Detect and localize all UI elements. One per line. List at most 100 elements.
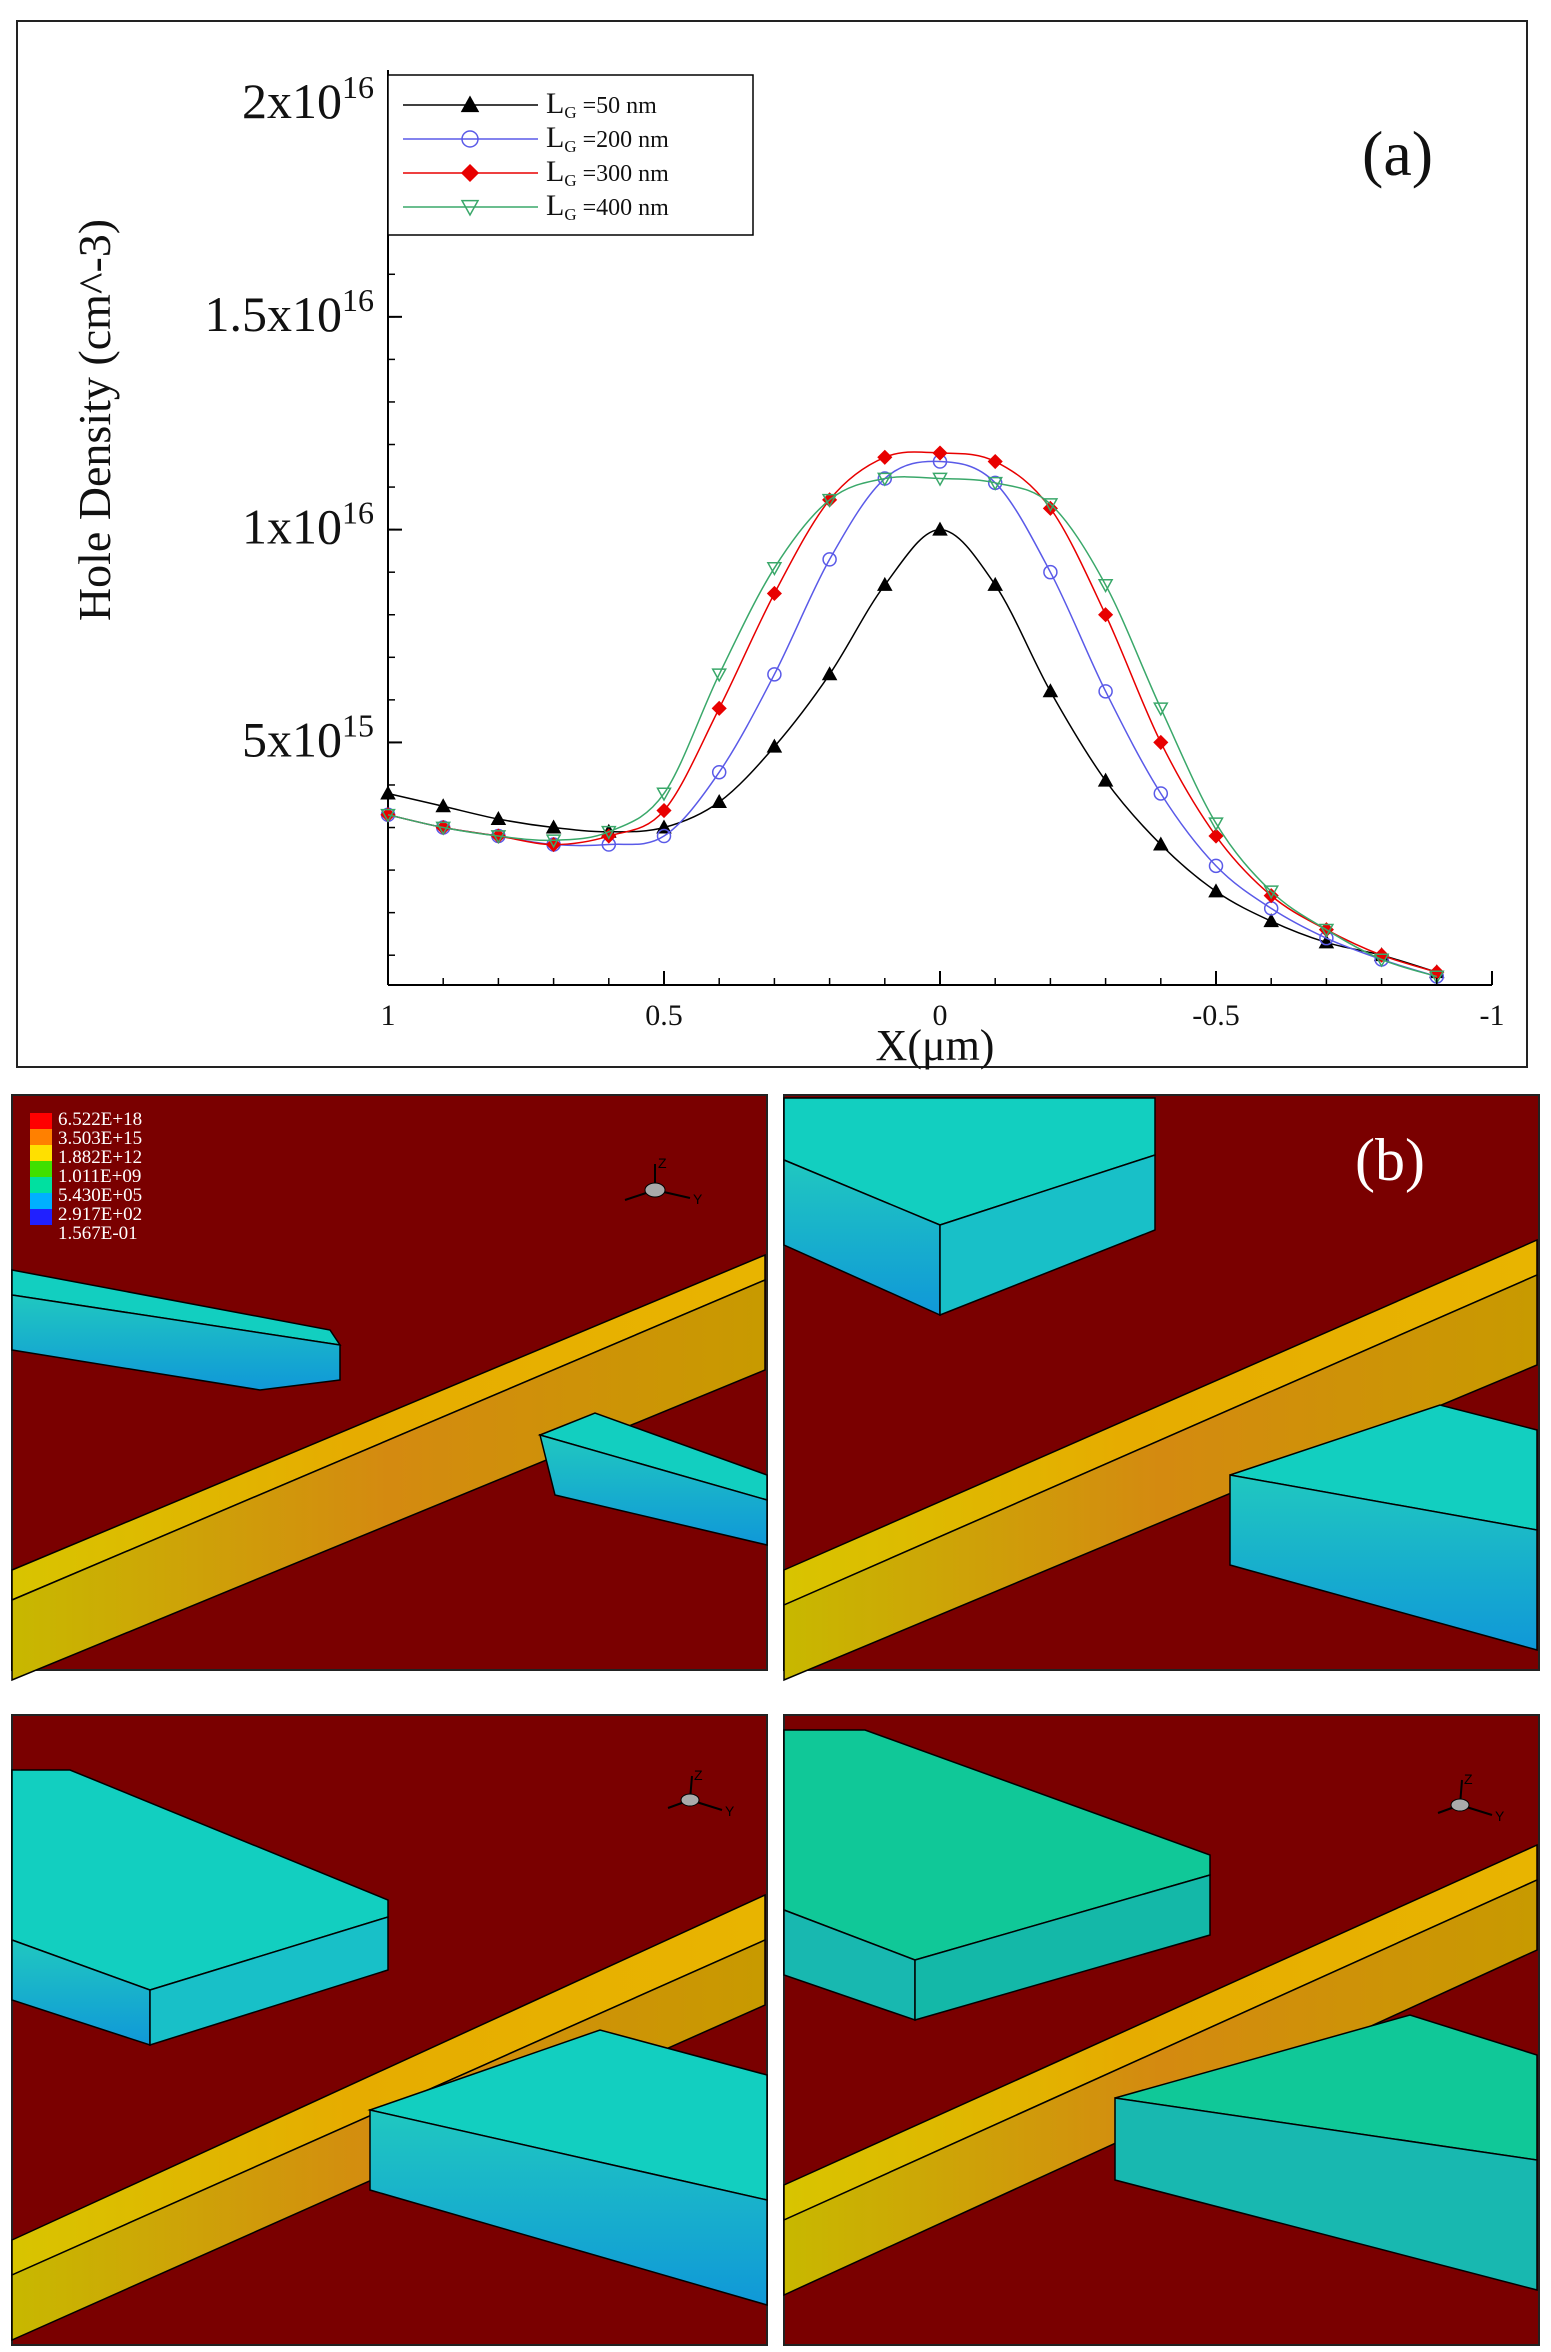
data-point — [1373, 953, 1390, 968]
data-point — [822, 552, 837, 567]
data-point — [435, 821, 451, 836]
legend-entry: LG =300 nm — [403, 155, 669, 190]
x-tick-label: 1 — [381, 999, 396, 1032]
series-4 — [380, 472, 1445, 985]
series-line — [387, 528, 1438, 973]
legend-entry: LG =50 nm — [403, 87, 657, 122]
legend-level-7: 1.567E-01 — [58, 1223, 138, 1244]
data-point — [1153, 702, 1169, 717]
x-axis-label: X(μm) — [876, 1021, 995, 1070]
data-point — [1042, 498, 1059, 513]
panel-a-label: (a) — [1362, 118, 1433, 189]
data-point — [460, 199, 480, 217]
data-point — [1097, 579, 1114, 593]
data-point — [766, 561, 783, 576]
panel-b-label: (b) — [1355, 1127, 1425, 1193]
legend-label: LG =300 nm — [546, 155, 669, 190]
contact-right-side — [369, 2109, 768, 2306]
series-2 — [380, 454, 1445, 984]
legend-level-5: 5.430E+05 — [58, 1185, 142, 1206]
x-tick-label: 0.5 — [645, 999, 683, 1032]
legend-level-6: 2.917E+02 — [58, 1204, 142, 1225]
panel-b: 6.522E+18 3.503E+15 1.882E+12 1.011E+09 … — [11, 1094, 1540, 2346]
view-bottom-right: Z Y — [783, 1714, 1540, 2346]
data-point — [711, 668, 727, 683]
axis-triad-icon: Z Y — [667, 1767, 735, 1819]
data-point — [1208, 828, 1224, 844]
data-point — [987, 453, 1003, 470]
svg-text:Y: Y — [693, 1191, 703, 1207]
data-point — [1098, 684, 1113, 699]
data-point — [1153, 786, 1169, 801]
data-point — [987, 576, 1003, 591]
wire-side-face — [11, 1278, 766, 1682]
legend-box — [387, 74, 754, 236]
legend-entry: LG =400 nm — [403, 189, 669, 224]
chart-a: 2x1016 1.5x1016 1x1016 5x1015 1 0.5 0 -0.5 -1 LG… — [69, 69, 1505, 1070]
data-point — [460, 95, 480, 113]
contact-right-side — [538, 1433, 768, 1546]
data-point — [461, 130, 479, 148]
data-point — [821, 493, 838, 508]
x-tick-label: 0 — [933, 999, 948, 1032]
data-point — [877, 449, 893, 465]
contact-right-side — [1114, 2097, 1538, 2291]
svg-text:Z: Z — [658, 1155, 667, 1171]
data-point — [545, 834, 562, 849]
axis-layer: 2x1016 1.5x1016 1x1016 5x1015 1 0.5 0 -0.5 -1 — [205, 69, 1505, 1032]
y-tick-label: 1x1016 — [242, 495, 374, 555]
y-tick-label: 5x1015 — [242, 707, 374, 767]
data-point — [1318, 934, 1335, 949]
panel-a-frame — [16, 20, 1528, 1068]
legend-level-2: 3.503E+15 — [58, 1128, 142, 1149]
data-point — [1208, 883, 1224, 898]
data-point — [380, 808, 396, 823]
data-point — [1042, 683, 1059, 698]
axis-triad-icon: Z Y — [1437, 1771, 1505, 1824]
view-bottom-left: Z Y — [11, 1714, 768, 2346]
color-legend: 6.522E+18 3.503E+15 1.882E+12 1.011E+09 … — [30, 1109, 142, 1244]
svg-text:Z: Z — [1464, 1771, 1473, 1787]
data-point — [1263, 885, 1279, 900]
legend-label: LG =50 nm — [546, 87, 657, 122]
data-point — [766, 585, 782, 602]
axis-triad-icon: Z Y — [624, 1155, 703, 1207]
svg-text:Y: Y — [1495, 1808, 1505, 1824]
contact-left-front — [939, 1153, 1156, 1317]
data-point — [932, 521, 948, 536]
data-point — [1429, 970, 1445, 985]
data-point — [1097, 772, 1114, 787]
data-point — [1208, 858, 1224, 874]
data-point — [1263, 913, 1279, 928]
data-point — [490, 830, 507, 845]
data-point — [656, 802, 672, 819]
view-top-right: (b) — [783, 1094, 1540, 1682]
data-point — [1153, 734, 1169, 750]
contact-left-front — [914, 1874, 1211, 2021]
legend-label: LG =400 nm — [546, 189, 669, 224]
data-point — [460, 163, 480, 183]
series-3 — [380, 445, 1445, 980]
data-point — [545, 819, 562, 834]
svg-text:Y: Y — [725, 1803, 735, 1819]
series-layer — [380, 445, 1445, 985]
svg-text:Z: Z — [694, 1767, 703, 1783]
legend-level-4: 1.011E+09 — [58, 1166, 141, 1187]
series-line — [387, 476, 1438, 978]
data-point — [932, 472, 948, 487]
contact-right-side — [1229, 1474, 1538, 1651]
data-point — [656, 787, 672, 802]
legend-level-3: 1.882E+12 — [58, 1147, 142, 1168]
data-point — [1208, 817, 1224, 832]
data-point — [767, 667, 782, 682]
legend-entry: LG =200 nm — [403, 121, 669, 156]
legend-level-1: 6.522E+18 — [58, 1109, 142, 1130]
data-point — [1043, 564, 1058, 580]
data-point — [987, 476, 1003, 491]
x-tick-label: -1 — [1480, 999, 1505, 1032]
data-point — [877, 472, 893, 487]
data-point — [601, 825, 617, 840]
data-point — [435, 798, 451, 813]
view-top-left: 6.522E+18 3.503E+15 1.882E+12 1.011E+09 … — [11, 1094, 768, 1682]
